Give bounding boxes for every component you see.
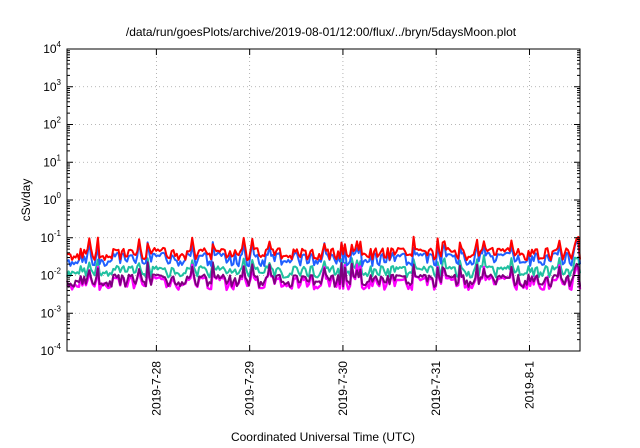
y-tick-label: 102 bbox=[43, 116, 61, 132]
chart-title: /data/run/goesPlots/archive/2019-08-01/1… bbox=[126, 25, 517, 39]
data-series bbox=[66, 235, 582, 292]
grid-lines bbox=[67, 49, 580, 351]
y-axis-label: cSv/day bbox=[19, 179, 33, 222]
y-tick-label: 10-1 bbox=[41, 229, 62, 245]
y-tick-label: 101 bbox=[43, 153, 61, 169]
series-line bbox=[66, 261, 581, 288]
x-axis-ticks: 2019-7-28 2019-7-29 2019-7-30 2019-7-31 2019… bbox=[149, 49, 536, 416]
y-tick-label: 10-4 bbox=[41, 342, 62, 358]
series-line bbox=[66, 254, 581, 279]
x-tick-label: 2019-7-29 bbox=[243, 361, 257, 416]
x-tick-label: 2019-7-28 bbox=[149, 361, 163, 416]
x-tick-label: 2019-7-30 bbox=[336, 361, 350, 416]
y-tick-label: 10-3 bbox=[41, 304, 62, 320]
x-tick-label: 2019-8-1 bbox=[522, 361, 536, 409]
y-tick-label: 10-2 bbox=[41, 267, 62, 283]
y-tick-label: 103 bbox=[43, 78, 61, 94]
y-tick-label: 100 bbox=[43, 191, 61, 207]
series-line bbox=[66, 235, 581, 262]
y-tick-label: 104 bbox=[43, 40, 61, 56]
x-tick-label: 2019-7-31 bbox=[429, 361, 443, 416]
y-axis-ticks: 104 103 102 101 100 10-1 10-2 10-3 10-4 bbox=[41, 40, 580, 358]
x-axis-label: Coordinated Universal Time (UTC) bbox=[231, 430, 415, 444]
